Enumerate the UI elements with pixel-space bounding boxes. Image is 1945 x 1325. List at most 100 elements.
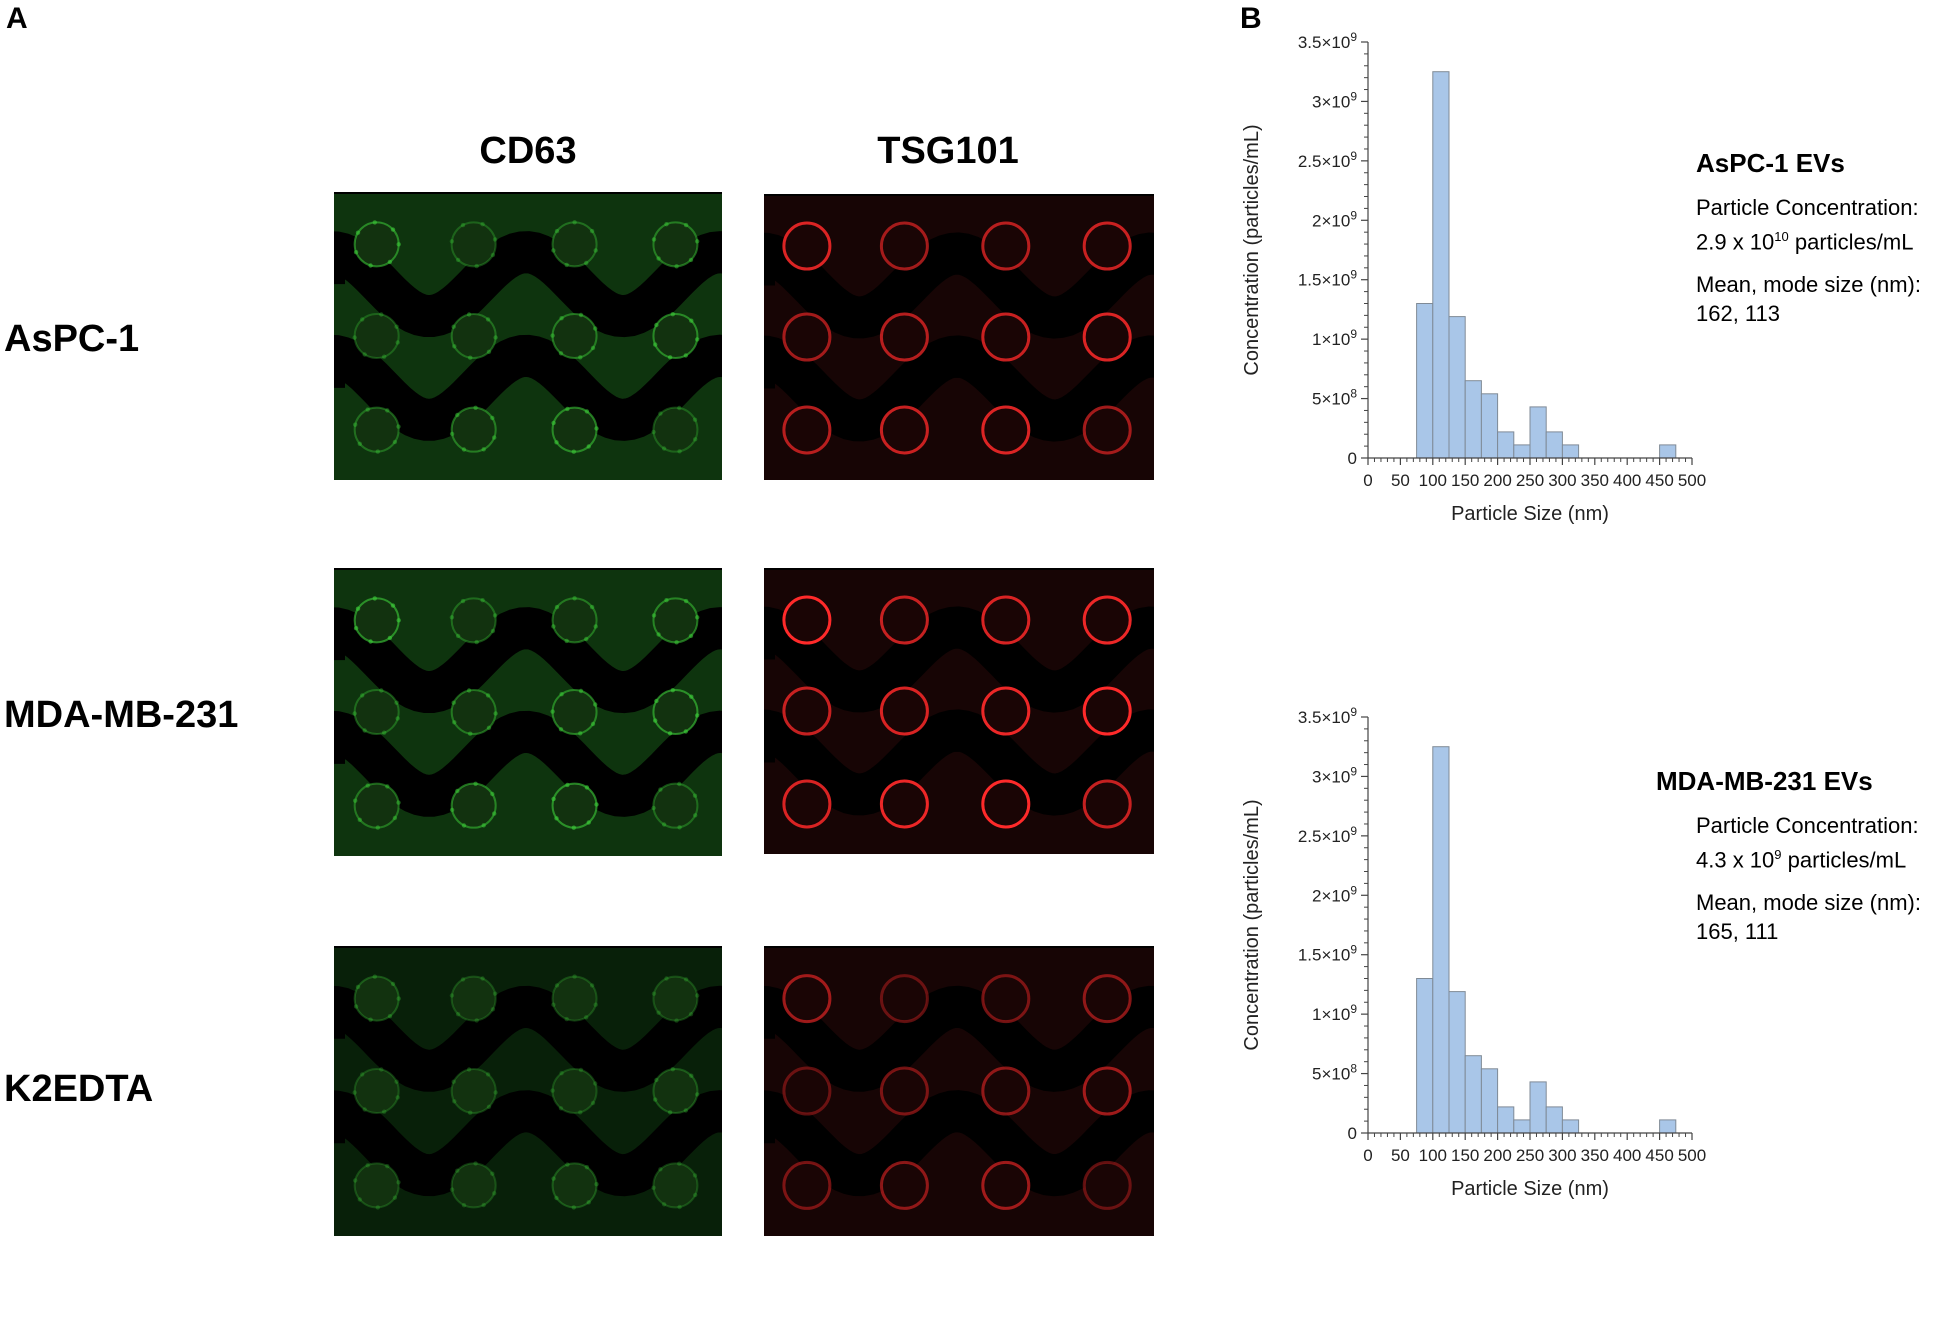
vesicle-dot: [692, 417, 698, 422]
vesicle-dot: [695, 1092, 700, 1097]
vesicle-dot: [550, 1088, 555, 1093]
vesicle-dot: [688, 257, 694, 263]
vesicle-dot: [461, 823, 467, 828]
histogram-bar: [1561, 1119, 1580, 1134]
tsg101-image-k2edta: [764, 946, 1154, 1236]
vesicle-dot: [396, 996, 401, 1001]
vesicle-dot: [390, 603, 396, 608]
vesicle-dot: [564, 638, 569, 644]
vesicle-dot: [584, 785, 590, 790]
vesicle-dot: [362, 728, 367, 733]
vesicle-dot: [667, 1110, 673, 1115]
vesicle-dot: [368, 263, 373, 268]
well-ring: [782, 1066, 832, 1116]
vesicle-dot: [683, 977, 689, 982]
vesicle-dot: [353, 1004, 359, 1009]
well-ring: [353, 1162, 400, 1209]
vesicle-dot: [480, 976, 485, 981]
vesicle-dot: [385, 408, 390, 413]
vesicle-dot: [365, 783, 370, 788]
vesicle-dot: [382, 1109, 387, 1114]
vesicle-dot: [572, 974, 577, 979]
vesicle-dot: [382, 354, 387, 359]
size-label: Mean, mode size (nm):: [1696, 890, 1921, 916]
vesicle-dot: [590, 345, 596, 351]
vesicle-dot: [357, 817, 362, 822]
vesicle-dot: [452, 344, 457, 349]
well-ring: [652, 406, 699, 453]
vesicle-dot: [550, 709, 555, 714]
vesicle-dot: [578, 1067, 584, 1073]
channel-band: [764, 232, 1154, 339]
size-value: 162, 113: [1696, 301, 1781, 327]
histogram-bar: [1432, 71, 1450, 459]
vesicle-dot: [375, 449, 380, 454]
y-tick-label: 0: [1348, 449, 1357, 468]
y-tick-label: 2.5×109: [1298, 149, 1357, 171]
x-tick-label: 150: [1451, 471, 1479, 490]
vesicle-dot: [468, 355, 473, 360]
concentration-label: Particle Concentration:: [1696, 813, 1919, 838]
vesicle-dot: [594, 1182, 599, 1187]
vesicle-dot: [653, 718, 658, 723]
vesicle-dot: [396, 424, 401, 429]
vesicle-dot: [394, 324, 399, 329]
vesicle-dot: [449, 431, 455, 437]
vesicle-dot: [394, 1079, 399, 1084]
vesicle-dot: [571, 1205, 576, 1210]
well-ring: [652, 782, 699, 829]
vesicle-dot: [559, 1071, 564, 1076]
vesicle-dot: [689, 694, 694, 699]
vesicle-dot: [571, 449, 576, 454]
well-ring: [551, 975, 598, 1022]
vesicle-dot: [651, 991, 657, 996]
x-tick-label: 450: [1645, 1146, 1673, 1165]
x-tick-label: 50: [1391, 1146, 1410, 1165]
column-header-tsg101: TSG101: [877, 130, 1019, 172]
vesicle-dot: [379, 1067, 384, 1072]
vesicle-dot: [692, 793, 698, 798]
vesicle-dot: [387, 635, 393, 641]
vesicle-dot: [490, 1007, 496, 1012]
vesicle-dot: [385, 1164, 390, 1169]
vesicle-dot: [396, 242, 401, 247]
vesicle-dot: [550, 333, 555, 338]
vesicle-dot: [593, 1081, 598, 1086]
vesicle-dot: [368, 1017, 373, 1022]
well-ring: [652, 1162, 699, 1209]
vesicle-dot: [593, 248, 598, 253]
well-ring: [981, 312, 1031, 362]
vesicle-dot: [551, 796, 556, 802]
y-tick-label: 3×109: [1312, 764, 1357, 786]
vesicle-dot: [683, 222, 689, 228]
histogram-bar: [1464, 1055, 1482, 1134]
vesicle-dot: [593, 326, 598, 331]
x-tick-label: 50: [1391, 471, 1410, 490]
vesicle-dot: [688, 1012, 694, 1017]
y-tick-label: 1.5×109: [1298, 943, 1357, 965]
vesicle-dot: [661, 1202, 667, 1207]
vesicle-dot: [594, 802, 599, 807]
vesicle-dot: [554, 1195, 559, 1201]
x-tick-label: 100: [1419, 1146, 1447, 1165]
vesicle-dot: [584, 260, 589, 266]
vesicle-dot: [396, 618, 401, 623]
vesicle-dot: [492, 1191, 497, 1196]
vesicle-dot: [353, 626, 359, 631]
channel-band: [334, 334, 722, 441]
vesicle-dot: [486, 1104, 492, 1109]
vesicle-dot: [554, 604, 560, 610]
channel-band: [764, 606, 1154, 713]
vesicle-dot: [551, 1002, 556, 1007]
channel-band: [334, 231, 722, 338]
vesicle-dot: [486, 349, 492, 354]
vesicle-dot: [455, 412, 460, 418]
histogram-bar: [1529, 1081, 1547, 1134]
vesicle-dot: [362, 1107, 367, 1112]
well-ring: [353, 689, 400, 735]
y-tick-label: 5×108: [1312, 387, 1357, 409]
y-tick-label: 2×109: [1312, 208, 1357, 230]
well-ring: [450, 313, 497, 359]
vesicle-dot: [551, 248, 556, 253]
vesicle-dot: [480, 222, 485, 227]
